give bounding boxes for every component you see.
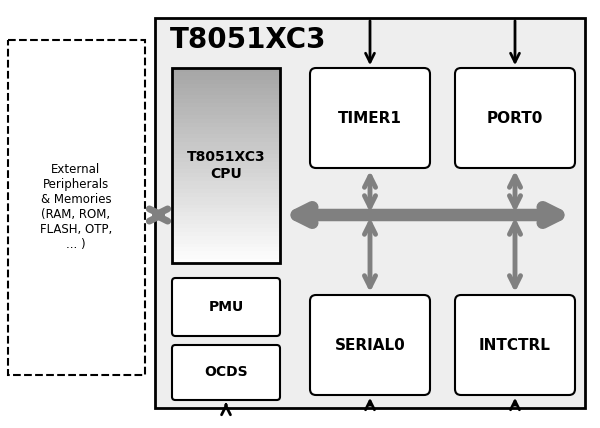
Bar: [172, 87, 280, 92]
Bar: [172, 166, 280, 170]
Bar: [172, 236, 280, 240]
Bar: [172, 158, 280, 162]
Bar: [172, 251, 280, 256]
Bar: [172, 99, 280, 104]
Bar: [172, 92, 280, 96]
Bar: [172, 127, 280, 131]
Text: OCDS: OCDS: [204, 366, 248, 380]
FancyBboxPatch shape: [172, 278, 280, 336]
Bar: [172, 212, 280, 217]
Bar: [172, 80, 280, 84]
Bar: [172, 138, 280, 143]
Text: PORT0: PORT0: [487, 110, 543, 125]
Bar: [172, 255, 280, 260]
Text: T8051XC3: T8051XC3: [170, 26, 326, 54]
Bar: [172, 119, 280, 123]
Text: T8051XC3
CPU: T8051XC3 CPU: [187, 150, 265, 181]
Bar: [172, 181, 280, 185]
Bar: [172, 189, 280, 193]
Bar: [172, 201, 280, 205]
Bar: [172, 185, 280, 190]
FancyBboxPatch shape: [310, 295, 430, 395]
Bar: [172, 122, 280, 127]
Bar: [172, 111, 280, 115]
Bar: [172, 162, 280, 166]
Text: INTCTRL: INTCTRL: [479, 338, 551, 353]
Bar: [172, 146, 280, 150]
Bar: [172, 76, 280, 80]
Bar: [172, 83, 280, 88]
Text: PMU: PMU: [208, 300, 244, 314]
Bar: [172, 193, 280, 197]
Bar: [172, 131, 280, 135]
Bar: [172, 232, 280, 236]
Bar: [172, 115, 280, 119]
Bar: [172, 72, 280, 76]
Bar: [155, 18, 585, 408]
Bar: [172, 216, 280, 220]
FancyBboxPatch shape: [172, 345, 280, 400]
Bar: [172, 103, 280, 107]
Bar: [172, 134, 280, 139]
Bar: [172, 169, 280, 174]
Bar: [172, 68, 280, 263]
Bar: [172, 177, 280, 181]
FancyBboxPatch shape: [310, 68, 430, 168]
Bar: [172, 95, 280, 100]
Bar: [172, 197, 280, 201]
Bar: [172, 173, 280, 178]
Bar: [172, 224, 280, 229]
Bar: [172, 228, 280, 232]
Bar: [172, 150, 280, 155]
Bar: [172, 107, 280, 111]
Bar: [172, 154, 280, 158]
Bar: [8, 40, 145, 375]
Bar: [172, 244, 280, 248]
Bar: [172, 68, 280, 72]
Bar: [172, 247, 280, 252]
Bar: [172, 142, 280, 146]
Text: TIMER1: TIMER1: [338, 110, 402, 125]
Bar: [172, 240, 280, 244]
Text: External
Peripherals
& Memories
(RAM, ROM,
FLASH, OTP,
... ): External Peripherals & Memories (RAM, RO…: [40, 163, 112, 251]
Text: SERIAL0: SERIAL0: [335, 338, 406, 353]
FancyBboxPatch shape: [455, 68, 575, 168]
Bar: [172, 205, 280, 209]
Bar: [172, 259, 280, 264]
FancyBboxPatch shape: [455, 295, 575, 395]
Bar: [172, 208, 280, 213]
Bar: [172, 220, 280, 225]
